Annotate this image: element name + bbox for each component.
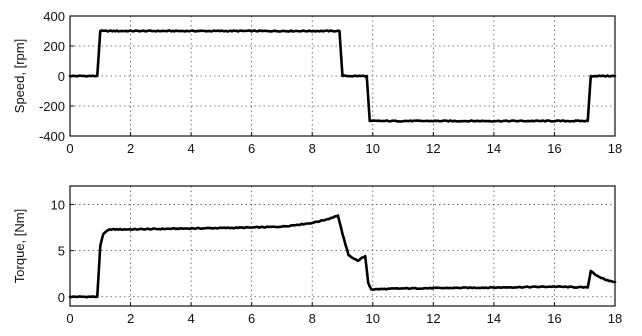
y-tick-label: 10 (51, 197, 65, 212)
x-tick-label: 8 (309, 141, 316, 156)
y-tick-label: 0 (58, 69, 65, 84)
x-tick-label: 18 (608, 141, 622, 156)
x-tick-label: 12 (426, 141, 440, 156)
x-tick-label: 2 (127, 311, 134, 326)
x-tick-label: 0 (66, 141, 73, 156)
x-tick-label: 0 (66, 311, 73, 326)
x-tick-label: 4 (187, 141, 194, 156)
plot-frame (69, 185, 616, 307)
x-tick-label: 4 (187, 311, 194, 326)
x-tick-label: 16 (547, 311, 561, 326)
x-tick-label: 12 (426, 311, 440, 326)
speed-series-line (68, 29, 617, 123)
x-tick-label: 16 (547, 141, 561, 156)
x-tick-label: 18 (608, 311, 622, 326)
x-tick-label: 6 (248, 311, 255, 326)
y-tick-label: 5 (58, 244, 65, 259)
x-tick-label: 6 (248, 141, 255, 156)
x-tick-label: 10 (366, 141, 380, 156)
x-tick-label: 10 (366, 311, 380, 326)
x-tick-label: 14 (487, 311, 501, 326)
x-tick-label: 8 (309, 311, 316, 326)
x-tick-label: 2 (127, 141, 134, 156)
speed-y-axis-label: Speed, [rpm] (12, 39, 27, 113)
torque-panel: 0 2 4 6 8 10 12 14 16 18 0 5 10 Torque, [Nm] (12, 185, 622, 326)
y-tick-label: -400 (39, 129, 65, 144)
torque-y-axis-label: Torque, [Nm] (12, 209, 27, 283)
torque-series-line (68, 214, 617, 299)
y-tick-label: 200 (43, 39, 65, 54)
y-tick-label: 0 (58, 290, 65, 305)
speed-panel: 0 2 4 6 8 10 12 14 16 18 -400 -200 0 200 400 Speed, [rp… (12, 9, 622, 156)
x-tick-label: 14 (487, 141, 501, 156)
y-tick-label: 400 (43, 9, 65, 24)
y-tick-label: -200 (39, 99, 65, 114)
